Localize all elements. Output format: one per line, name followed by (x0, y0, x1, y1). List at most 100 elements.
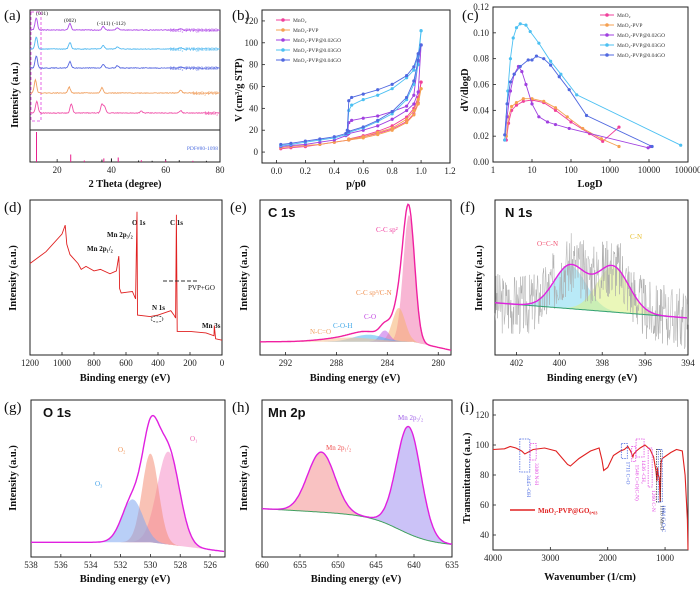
a-series-label-2: MnO₂-PVP@0.02GO (170, 66, 218, 72)
c-point (565, 115, 569, 119)
a-peak-label-112: (-112) (112, 20, 126, 27)
b-point (390, 117, 394, 121)
d-xtick-label: 800 (87, 358, 101, 368)
c-ytick-label: 0.10 (473, 28, 489, 38)
c-point (617, 125, 621, 129)
c-legend-label: MnO₂-PVP (617, 23, 642, 29)
i-annotation-box (620, 443, 628, 459)
b-point (350, 118, 354, 122)
b-legend-marker (281, 48, 285, 52)
b-xtick-label: 1.0 (415, 166, 427, 176)
c-point (518, 22, 522, 26)
d-xlabel: Binding energy (eV) (80, 373, 171, 384)
b-point (376, 93, 380, 97)
b-point (347, 137, 351, 141)
g-xtick-label: 530 (144, 560, 158, 570)
a-peak-label-111: (-111) (97, 20, 111, 27)
g-ylabel: Intensity (a.u.) (8, 445, 19, 511)
b-ytick-label: 40 (249, 103, 259, 113)
c-point (553, 122, 558, 127)
d-xtick-label: 400 (151, 358, 165, 368)
h-component-0 (262, 452, 452, 545)
c-xtick-label: 100 (564, 165, 578, 175)
c-point (520, 69, 524, 74)
b-legend-label: MnO₂-PVP@0.02GO (293, 38, 341, 44)
b-point (416, 98, 420, 102)
e-ann-sp2: C-C sp² (376, 226, 398, 234)
b-point (405, 95, 409, 100)
b-point (350, 95, 354, 100)
a-series-line-2 (29, 55, 221, 69)
g-ann-o1: O₁ (190, 435, 198, 443)
b-point (332, 135, 336, 139)
i-xtick-label: 1000 (656, 553, 675, 563)
i-annotation-label: 1436 -CH₂ (640, 460, 646, 484)
h-xtick-label: 635 (445, 560, 459, 570)
i-annotation-label: 3445 -OH (525, 475, 531, 497)
b-series-line-2 (280, 44, 422, 148)
h-title: Mn 2p (268, 405, 306, 420)
c-ytick-label: 0.08 (473, 54, 489, 64)
b-point (332, 138, 336, 142)
b-legend-marker (281, 28, 285, 32)
c-point (575, 93, 579, 97)
h-plot-frame (261, 399, 453, 558)
b-point (405, 120, 409, 125)
c-xtick-label: 10 (528, 165, 538, 175)
h-component-1 (262, 426, 452, 545)
c-legend-label: MnO₂-PVP@0.02GO (617, 33, 665, 39)
e-ann-co: C-O (364, 313, 376, 321)
c-point (521, 97, 525, 101)
c-xtick-label: 1 (491, 165, 496, 175)
i-annotation-label: 1116 Mn-O (658, 505, 664, 530)
i-annotation-box (631, 446, 637, 462)
i-annotation-box (657, 449, 663, 503)
e-envelope (260, 203, 452, 351)
i-ytick-label: 60 (480, 500, 490, 510)
a-xtick-label: 40 (107, 165, 117, 175)
c-point (599, 137, 603, 141)
b-ytick-label: 20 (249, 125, 259, 135)
b-series-line-3 (280, 30, 422, 146)
g-component-2 (31, 499, 225, 552)
c-ylabel: dV/dlogD (460, 68, 471, 112)
panel-letter-b: (b) (232, 8, 250, 24)
panel-letter-e: (e) (230, 200, 247, 216)
b-point (419, 87, 423, 91)
b-point (412, 68, 416, 72)
b-point (390, 128, 394, 132)
b-ylabel: V (cm³/g STP) (234, 58, 245, 122)
e-xtick-label: 288 (330, 358, 344, 368)
panel-letter-a: (a) (4, 8, 21, 24)
h-ann-p32: Mn 2p₃/₂ (398, 414, 424, 422)
b-plot-frame (261, 9, 451, 164)
a-series-line-3 (30, 78, 221, 94)
c-series-line-3 (504, 23, 681, 146)
b-ytick-label: 60 (249, 82, 259, 92)
c-point (530, 102, 534, 106)
c-point (524, 23, 528, 27)
c-point (679, 143, 683, 147)
h-baseline (262, 508, 453, 545)
b-point (332, 140, 336, 144)
c-point (514, 26, 519, 30)
c-xtick-label: 10000 (638, 165, 661, 175)
h-xtick-label: 645 (369, 560, 383, 570)
c-legend-marker (605, 53, 609, 57)
c-point (512, 72, 516, 76)
b-ytick-label: 120 (245, 16, 259, 26)
d-xtick-label: 1200 (21, 358, 40, 368)
b-xtick-label: 0.4 (329, 166, 341, 176)
c-point (557, 75, 561, 79)
c-point (503, 133, 507, 137)
c-point (521, 99, 525, 103)
b-point (318, 140, 322, 144)
c-point (646, 146, 650, 150)
b-point (405, 73, 409, 78)
f-xtick-label: 398 (595, 358, 609, 368)
b-point (416, 58, 420, 62)
h-ann-p12: Mn 2p₁/₂ (326, 444, 352, 452)
b-point (412, 65, 416, 69)
i-ytick-label: 120 (476, 410, 490, 420)
f-xtick-label: 394 (681, 358, 695, 368)
